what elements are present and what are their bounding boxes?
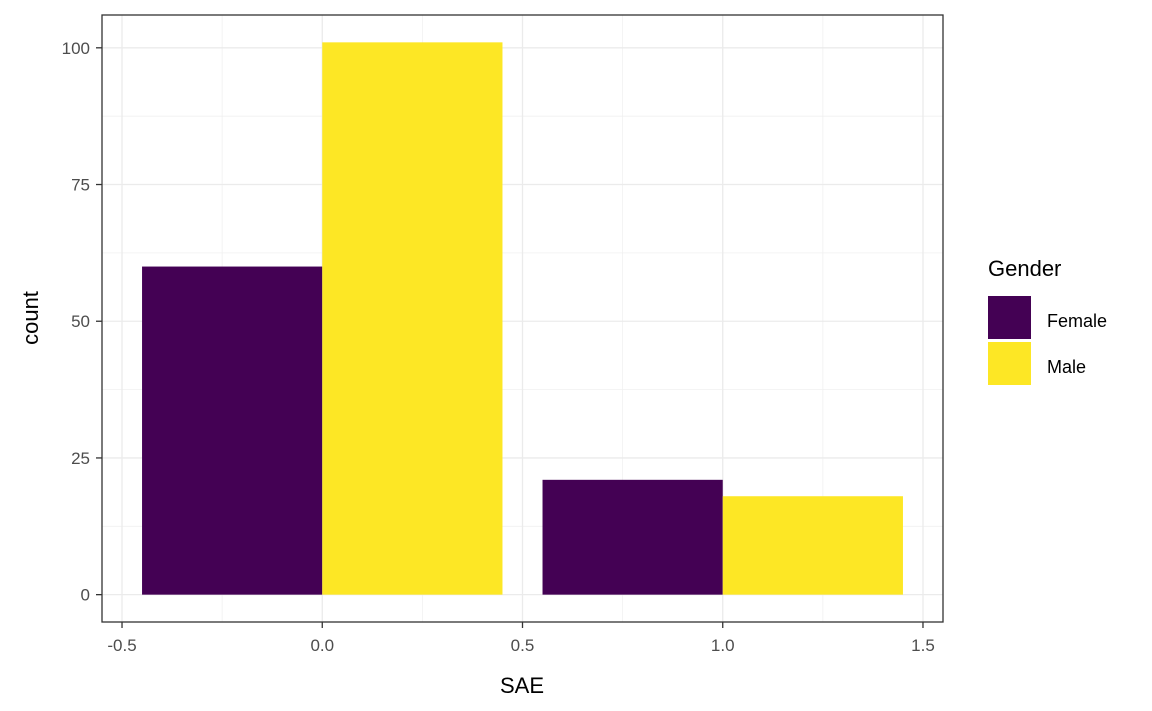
y-tick-label: 100 [62,39,90,58]
legend-title: Gender [988,256,1061,281]
x-tick-label: 0.5 [511,636,535,655]
legend-key-female [988,296,1031,339]
legend-label-female: Female [1047,311,1107,331]
y-axis-title: count [18,291,43,345]
bars [142,42,903,595]
x-axis-title: SAE [500,673,544,698]
x-tick-label: 0.0 [310,636,334,655]
y-tick-label: 75 [71,176,90,195]
y-axis: 0 25 50 75 100 [62,39,102,605]
y-tick-label: 50 [71,312,90,331]
x-axis: -0.5 0.0 0.5 1.0 1.5 [107,622,935,655]
x-tick-label: 1.0 [711,636,735,655]
legend: Gender Female Male [988,256,1107,385]
x-tick-label: -0.5 [107,636,136,655]
y-tick-label: 25 [71,449,90,468]
legend-label-male: Male [1047,357,1086,377]
bar-female-0 [142,266,323,595]
bar-female-1 [542,479,723,595]
bar-male-1 [722,496,903,595]
legend-key-male [988,342,1031,385]
bar-male-0 [322,42,503,595]
y-tick-label: 0 [81,586,90,605]
x-tick-label: 1.5 [911,636,935,655]
